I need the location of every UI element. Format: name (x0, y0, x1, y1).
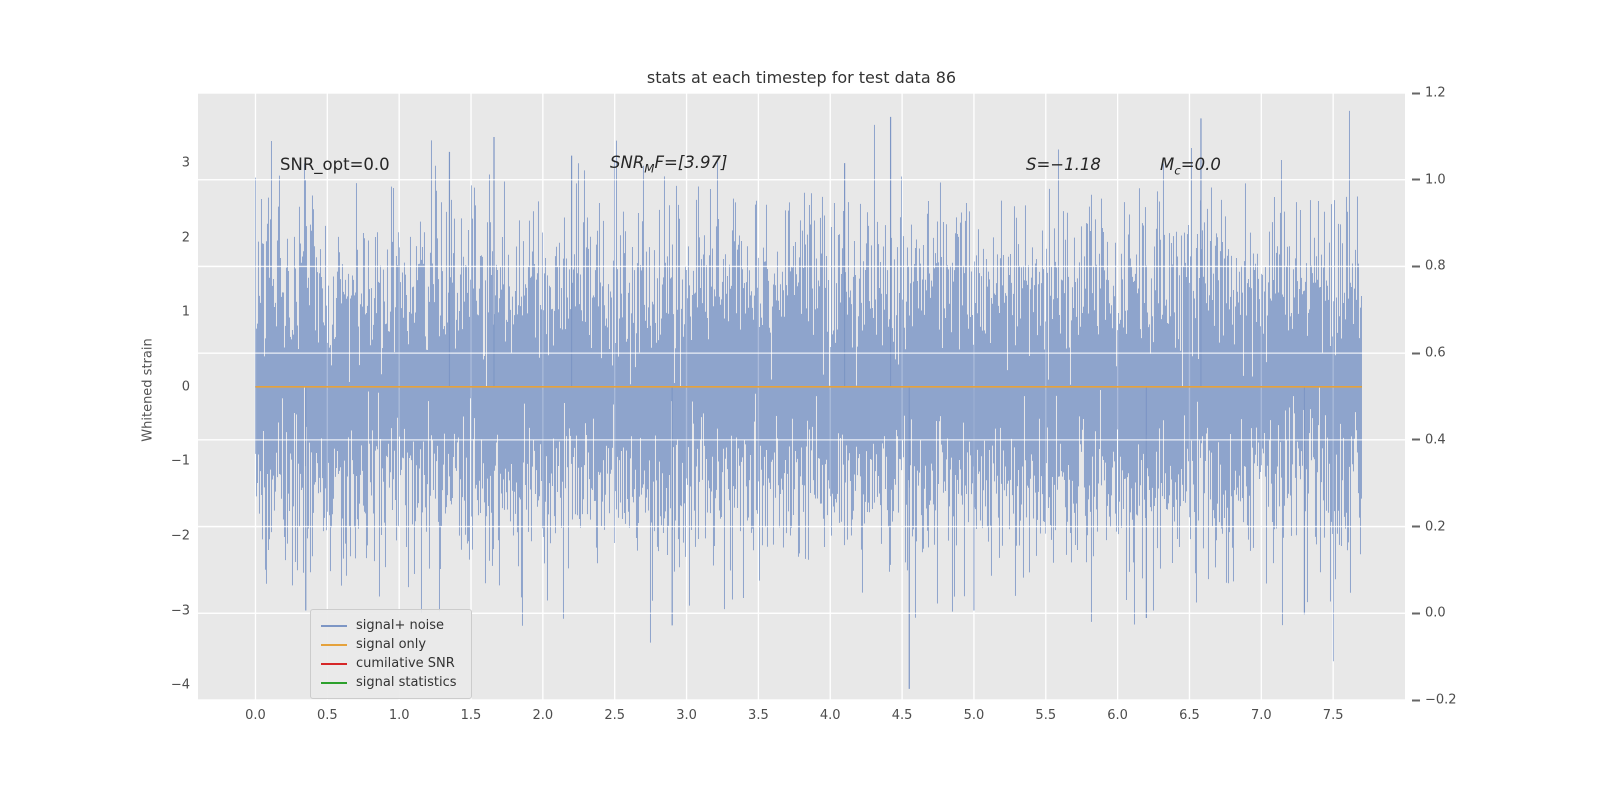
x-tick-label: 3.5 (748, 708, 769, 723)
y-left-tick-label: −4 (170, 677, 190, 693)
y-right-tick-label: 0.8 (1412, 259, 1446, 274)
x-tick-label: 4.5 (891, 708, 913, 723)
legend-label-signal-only: signal only (356, 637, 427, 652)
annotation-snr-mf-rest: F=[3.97] (654, 153, 728, 172)
annotation-snr-opt: SNR_opt=0.0 (280, 155, 390, 174)
x-tick-label: 1.5 (460, 708, 482, 723)
annotation-mc-prefix: M (1160, 155, 1175, 174)
x-tick-label: 6.5 (1179, 708, 1200, 723)
legend-line-signal-only (321, 643, 347, 646)
y-right-tick-label: −0.2 (1412, 693, 1457, 708)
annotation-snr-mf-prefix: SNR (610, 153, 645, 172)
annotation-mc-rest: =0.0 (1180, 155, 1221, 174)
x-tick-label: 0.0 (245, 708, 266, 723)
x-tick-label: 2.5 (604, 708, 626, 723)
strain-plot-canvas (198, 93, 1405, 700)
annotation-s-text: S=−1.18 (1026, 155, 1101, 174)
y-right-tick-label: 0.0 (1412, 606, 1446, 621)
x-tick-label: 4.0 (819, 708, 841, 723)
legend-line-cumulative-snr (321, 662, 347, 665)
y-left-tick-label: −1 (170, 453, 190, 469)
legend-item-cumulative-snr: cumilative SNR (321, 656, 457, 671)
y-right-tick-label: 0.4 (1412, 432, 1446, 447)
tick-mark (1412, 525, 1420, 528)
legend-label-cumulative-snr: cumilative SNR (356, 656, 455, 671)
tick-mark (1412, 265, 1420, 268)
y-left-tick-label: 3 (181, 155, 190, 171)
annotation-chirp-mass: Mc=0.0 (1160, 155, 1221, 177)
legend-item-signal-only: signal only (321, 637, 457, 652)
y-left-tick-label: 1 (181, 304, 190, 320)
legend-line-signal-noise (321, 624, 347, 627)
legend-item-signal-statistics: signal statistics (321, 675, 457, 690)
y-right-tick-label: 0.6 (1412, 346, 1446, 361)
y-right-tick-label: 1.0 (1412, 172, 1446, 187)
legend-item-signal-noise: signal+ noise (321, 618, 457, 633)
x-tick-label: 7.0 (1250, 708, 1272, 723)
y-left-tick-label: 0 (181, 379, 190, 395)
tick-mark (1412, 92, 1420, 94)
legend-label-signal-statistics: signal statistics (356, 675, 457, 690)
y-left-tick-label: −3 (170, 603, 190, 619)
y-right-tick-label: 1.2 (1412, 86, 1446, 101)
annotation-mc-sub: c (1174, 163, 1181, 178)
annotation-s-statistic: S=−1.18 (1026, 155, 1101, 174)
chart-title: stats at each timestep for test data 86 (646, 68, 957, 87)
tick-mark (1412, 352, 1420, 355)
x-tick-label: 1.0 (388, 708, 410, 723)
tick-mark (1412, 178, 1420, 181)
y-left-tick-label: 2 (181, 230, 190, 246)
annotation-snr-mf-sub: M (644, 161, 655, 176)
y-left-tick-label: −2 (170, 528, 190, 544)
x-tick-label: 3.0 (676, 708, 697, 723)
plot-area: SNR_opt=0.0 SNRMF=[3.97] S=−1.18 Mc=0.0 … (198, 93, 1405, 700)
x-tick-label: 2.0 (532, 708, 554, 723)
x-tick-label: 5.0 (963, 708, 985, 723)
annotation-snr-mf: SNRMF=[3.97] (610, 153, 727, 175)
legend: signal+ noise signal only cumilative SNR… (310, 609, 472, 699)
legend-line-signal-statistics (321, 681, 347, 684)
tick-mark (1412, 612, 1420, 615)
tick-mark (1412, 699, 1420, 701)
legend-label-signal-noise: signal+ noise (356, 618, 445, 633)
x-tick-label: 6.0 (1107, 708, 1128, 723)
y-right-tick-label: 0.2 (1412, 519, 1446, 534)
x-tick-label: 7.5 (1322, 708, 1344, 723)
x-tick-label: 0.5 (316, 708, 338, 723)
x-tick-label: 5.5 (1035, 708, 1057, 723)
tick-mark (1412, 438, 1420, 441)
